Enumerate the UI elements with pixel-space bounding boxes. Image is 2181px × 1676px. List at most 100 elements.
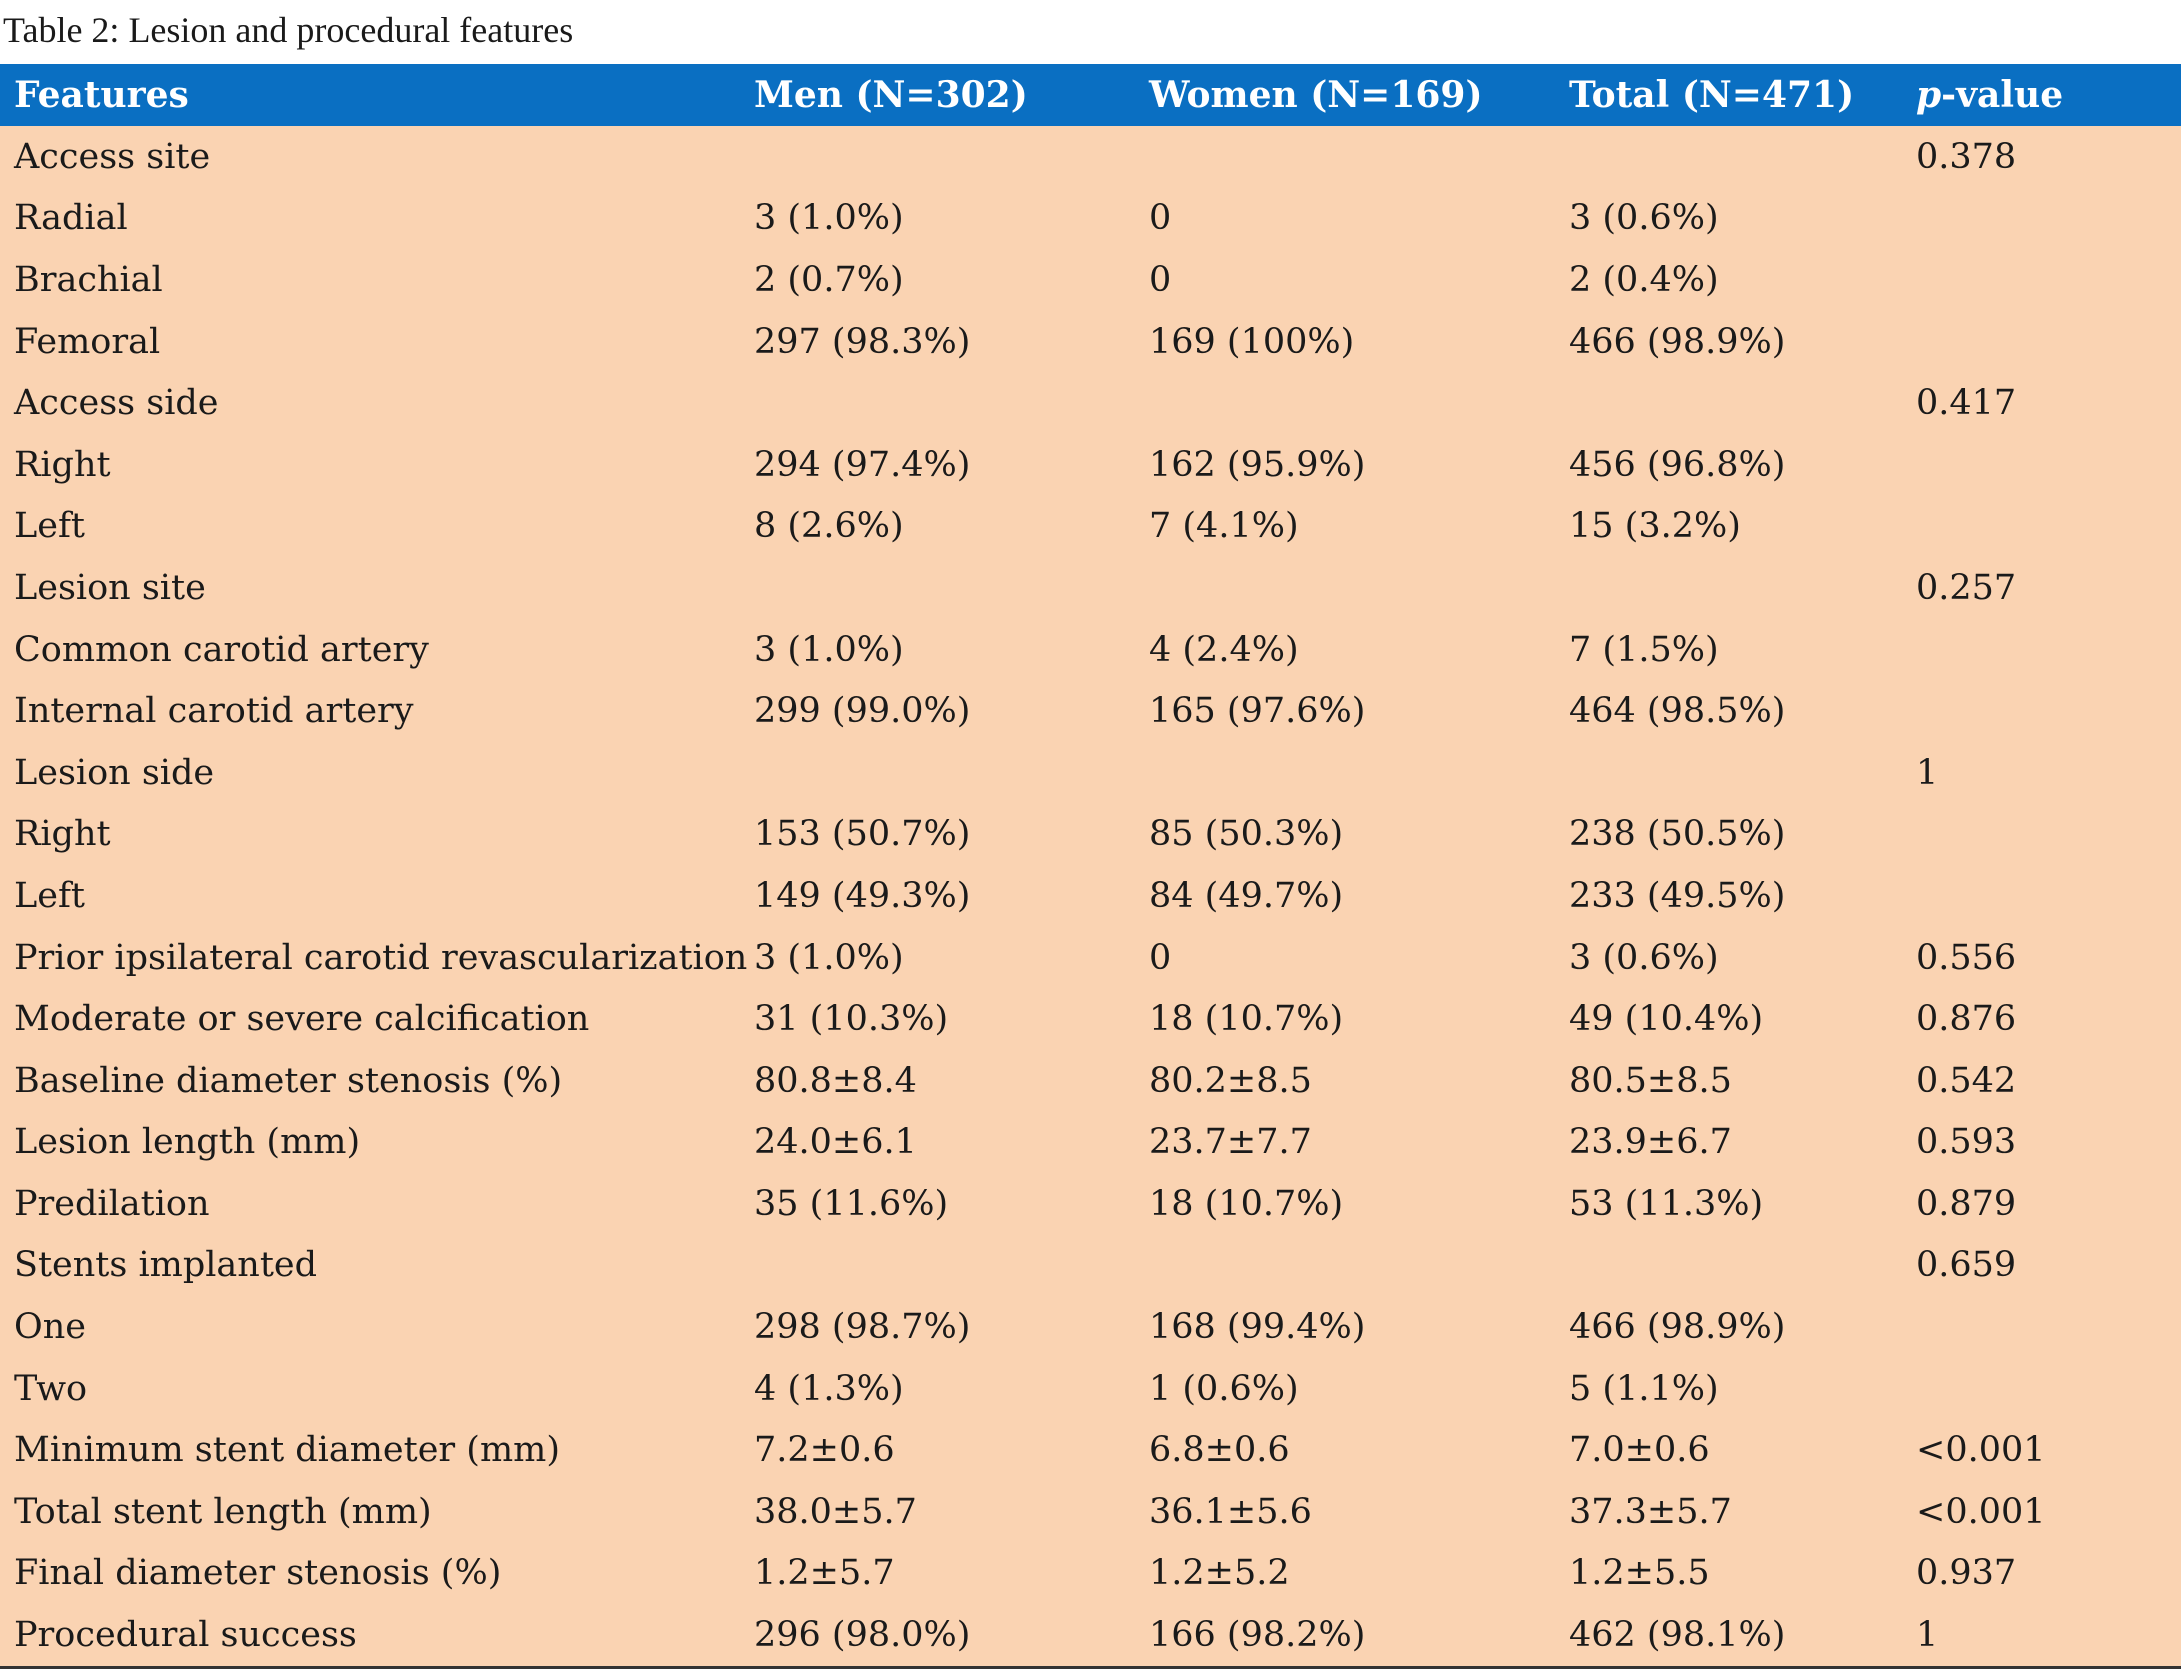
total-cell: 1.2±5.5 bbox=[1569, 1553, 1710, 1594]
feature-cell: Common carotid artery bbox=[14, 629, 429, 670]
men-cell: 3 (1.0%) bbox=[754, 198, 904, 239]
feature-cell: Radial bbox=[14, 198, 128, 239]
women-cell: 4 (2.4%) bbox=[1149, 629, 1299, 670]
total-cell: 7.0±0.6 bbox=[1569, 1430, 1710, 1471]
feature-cell: Stents implanted bbox=[14, 1245, 318, 1286]
total-cell: 7 (1.5%) bbox=[1569, 629, 1719, 670]
total-cell: 3 (0.6%) bbox=[1569, 198, 1719, 239]
header-features: Features bbox=[14, 74, 189, 116]
feature-cell: Lesion side bbox=[14, 752, 215, 793]
total-cell: 238 (50.5%) bbox=[1569, 814, 1786, 855]
women-cell: 162 (95.9%) bbox=[1149, 444, 1366, 485]
women-cell: 18 (10.7%) bbox=[1149, 999, 1344, 1040]
women-cell: 1 (0.6%) bbox=[1149, 1368, 1299, 1409]
table-row: Access site 0.378 bbox=[0, 126, 2181, 188]
feature-cell: Predilation bbox=[14, 1183, 210, 1224]
table-row: Prior ipsilateral carotid revascularizat… bbox=[0, 927, 2181, 989]
total-cell: 462 (98.1%) bbox=[1569, 1615, 1786, 1656]
feature-cell: Lesion site bbox=[14, 567, 206, 608]
total-cell: 466 (98.9%) bbox=[1569, 1307, 1786, 1348]
table-row: Lesion site 0.257 bbox=[0, 557, 2181, 619]
total-cell: 3 (0.6%) bbox=[1569, 937, 1719, 978]
women-cell: 0 bbox=[1149, 937, 1172, 978]
men-cell: 3 (1.0%) bbox=[754, 937, 904, 978]
table-header-row: Features Men (N=302) Women (N=169) Total… bbox=[0, 64, 2181, 126]
feature-cell: Left bbox=[14, 506, 85, 547]
men-cell: 1.2±5.7 bbox=[754, 1553, 895, 1594]
men-cell: 80.8±8.4 bbox=[754, 1060, 917, 1101]
women-cell: 0 bbox=[1149, 259, 1172, 300]
feature-cell: Access site bbox=[14, 136, 211, 177]
table-row: Total stent length (mm) 38.0±5.7 36.1±5.6 3… bbox=[0, 1481, 2181, 1543]
table-row: Brachial 2 (0.7%) 0 2 (0.4%) bbox=[0, 249, 2181, 311]
header-p-letter: p bbox=[1916, 74, 1942, 116]
p-value-cell: 0.876 bbox=[1916, 999, 2017, 1040]
men-cell: 38.0±5.7 bbox=[754, 1491, 917, 1532]
total-cell: 2 (0.4%) bbox=[1569, 259, 1719, 300]
feature-cell: Right bbox=[14, 444, 111, 485]
men-cell: 24.0±6.1 bbox=[754, 1122, 917, 1163]
men-cell: 8 (2.6%) bbox=[754, 506, 904, 547]
table-row: Predilation 35 (11.6%) 18 (10.7%) 53 (11.3%… bbox=[0, 1173, 2181, 1235]
women-cell: 6.8±0.6 bbox=[1149, 1430, 1290, 1471]
women-cell: 0 bbox=[1149, 198, 1172, 239]
p-value-cell: 0.937 bbox=[1916, 1553, 2017, 1594]
table-body: Access site 0.378 Radial 3 (1.0%) 0 3 (0.6%) B… bbox=[0, 126, 2181, 1669]
feature-cell: Final diameter stenosis (%) bbox=[14, 1553, 502, 1594]
women-cell: 166 (98.2%) bbox=[1149, 1615, 1366, 1656]
table-row: Procedural success 296 (98.0%) 166 (98.2%)… bbox=[0, 1604, 2181, 1666]
feature-cell: Prior ipsilateral carotid revascularizat… bbox=[14, 937, 748, 978]
header-p-value: p-value bbox=[1902, 74, 2181, 116]
women-cell: 1.2±5.2 bbox=[1149, 1553, 1290, 1594]
total-cell: 456 (96.8%) bbox=[1569, 444, 1786, 485]
feature-cell: Two bbox=[14, 1368, 88, 1409]
total-cell: 233 (49.5%) bbox=[1569, 875, 1786, 916]
table-row: One 298 (98.7%) 168 (99.4%) 466 (98.9%) bbox=[0, 1296, 2181, 1358]
men-cell: 4 (1.3%) bbox=[754, 1368, 904, 1409]
men-cell: 2 (0.7%) bbox=[754, 259, 904, 300]
p-value-cell: 0.542 bbox=[1916, 1060, 2017, 1101]
men-cell: 35 (11.6%) bbox=[754, 1183, 949, 1224]
features-table: Features Men (N=302) Women (N=169) Total… bbox=[0, 64, 2181, 1669]
table-row: Radial 3 (1.0%) 0 3 (0.6%) bbox=[0, 188, 2181, 250]
table-row: Two 4 (1.3%) 1 (0.6%) 5 (1.1%) bbox=[0, 1358, 2181, 1420]
men-cell: 149 (49.3%) bbox=[754, 875, 971, 916]
total-cell: 49 (10.4%) bbox=[1569, 999, 1764, 1040]
p-value-cell: 0.659 bbox=[1916, 1245, 2017, 1286]
men-cell: 298 (98.7%) bbox=[754, 1307, 971, 1348]
women-cell: 7 (4.1%) bbox=[1149, 506, 1299, 547]
total-cell: 80.5±8.5 bbox=[1569, 1060, 1732, 1101]
p-value-cell: 0.257 bbox=[1916, 567, 2017, 608]
table-row: Baseline diameter stenosis (%) 80.8±8.4 80… bbox=[0, 1050, 2181, 1112]
feature-cell: Baseline diameter stenosis (%) bbox=[14, 1060, 563, 1101]
p-value-cell: 0.417 bbox=[1916, 383, 2017, 424]
feature-cell: Total stent length (mm) bbox=[14, 1491, 432, 1532]
total-cell: 15 (3.2%) bbox=[1569, 506, 1741, 547]
total-cell: 5 (1.1%) bbox=[1569, 1368, 1719, 1409]
total-cell: 37.3±5.7 bbox=[1569, 1491, 1732, 1532]
p-value-cell: 0.556 bbox=[1916, 937, 2017, 978]
p-value-cell: <0.001 bbox=[1916, 1491, 2046, 1532]
table-row: Right 153 (50.7%) 85 (50.3%) 238 (50.5%) bbox=[0, 804, 2181, 866]
table-row: Access side 0.417 bbox=[0, 372, 2181, 434]
men-cell: 3 (1.0%) bbox=[754, 629, 904, 670]
table-row: Lesion side 1 bbox=[0, 742, 2181, 804]
table-row: Minimum stent diameter (mm) 7.2±0.6 6.8±0.… bbox=[0, 1419, 2181, 1481]
total-cell: 53 (11.3%) bbox=[1569, 1183, 1764, 1224]
feature-cell: One bbox=[14, 1307, 86, 1348]
men-cell: 31 (10.3%) bbox=[754, 999, 949, 1040]
table-row: Lesion length (mm) 24.0±6.1 23.7±7.7 23.9±6… bbox=[0, 1112, 2181, 1174]
table-row: Femoral 297 (98.3%) 169 (100%) 466 (98.9%) bbox=[0, 311, 2181, 373]
p-value-cell: 0.593 bbox=[1916, 1122, 2017, 1163]
table-row: Left 149 (49.3%) 84 (49.7%) 233 (49.5%) bbox=[0, 865, 2181, 927]
total-cell: 23.9±6.7 bbox=[1569, 1122, 1732, 1163]
header-p-suffix: -value bbox=[1941, 74, 2064, 116]
men-cell: 7.2±0.6 bbox=[754, 1430, 895, 1471]
p-value-cell: 0.879 bbox=[1916, 1183, 2017, 1224]
feature-cell: Lesion length (mm) bbox=[14, 1122, 361, 1163]
table-caption: Table 2: Lesion and procedural features bbox=[3, 10, 574, 50]
table-row: Stents implanted 0.659 bbox=[0, 1235, 2181, 1297]
p-value-cell: <0.001 bbox=[1916, 1430, 2046, 1471]
women-cell: 80.2±8.5 bbox=[1149, 1060, 1312, 1101]
women-cell: 36.1±5.6 bbox=[1149, 1491, 1312, 1532]
